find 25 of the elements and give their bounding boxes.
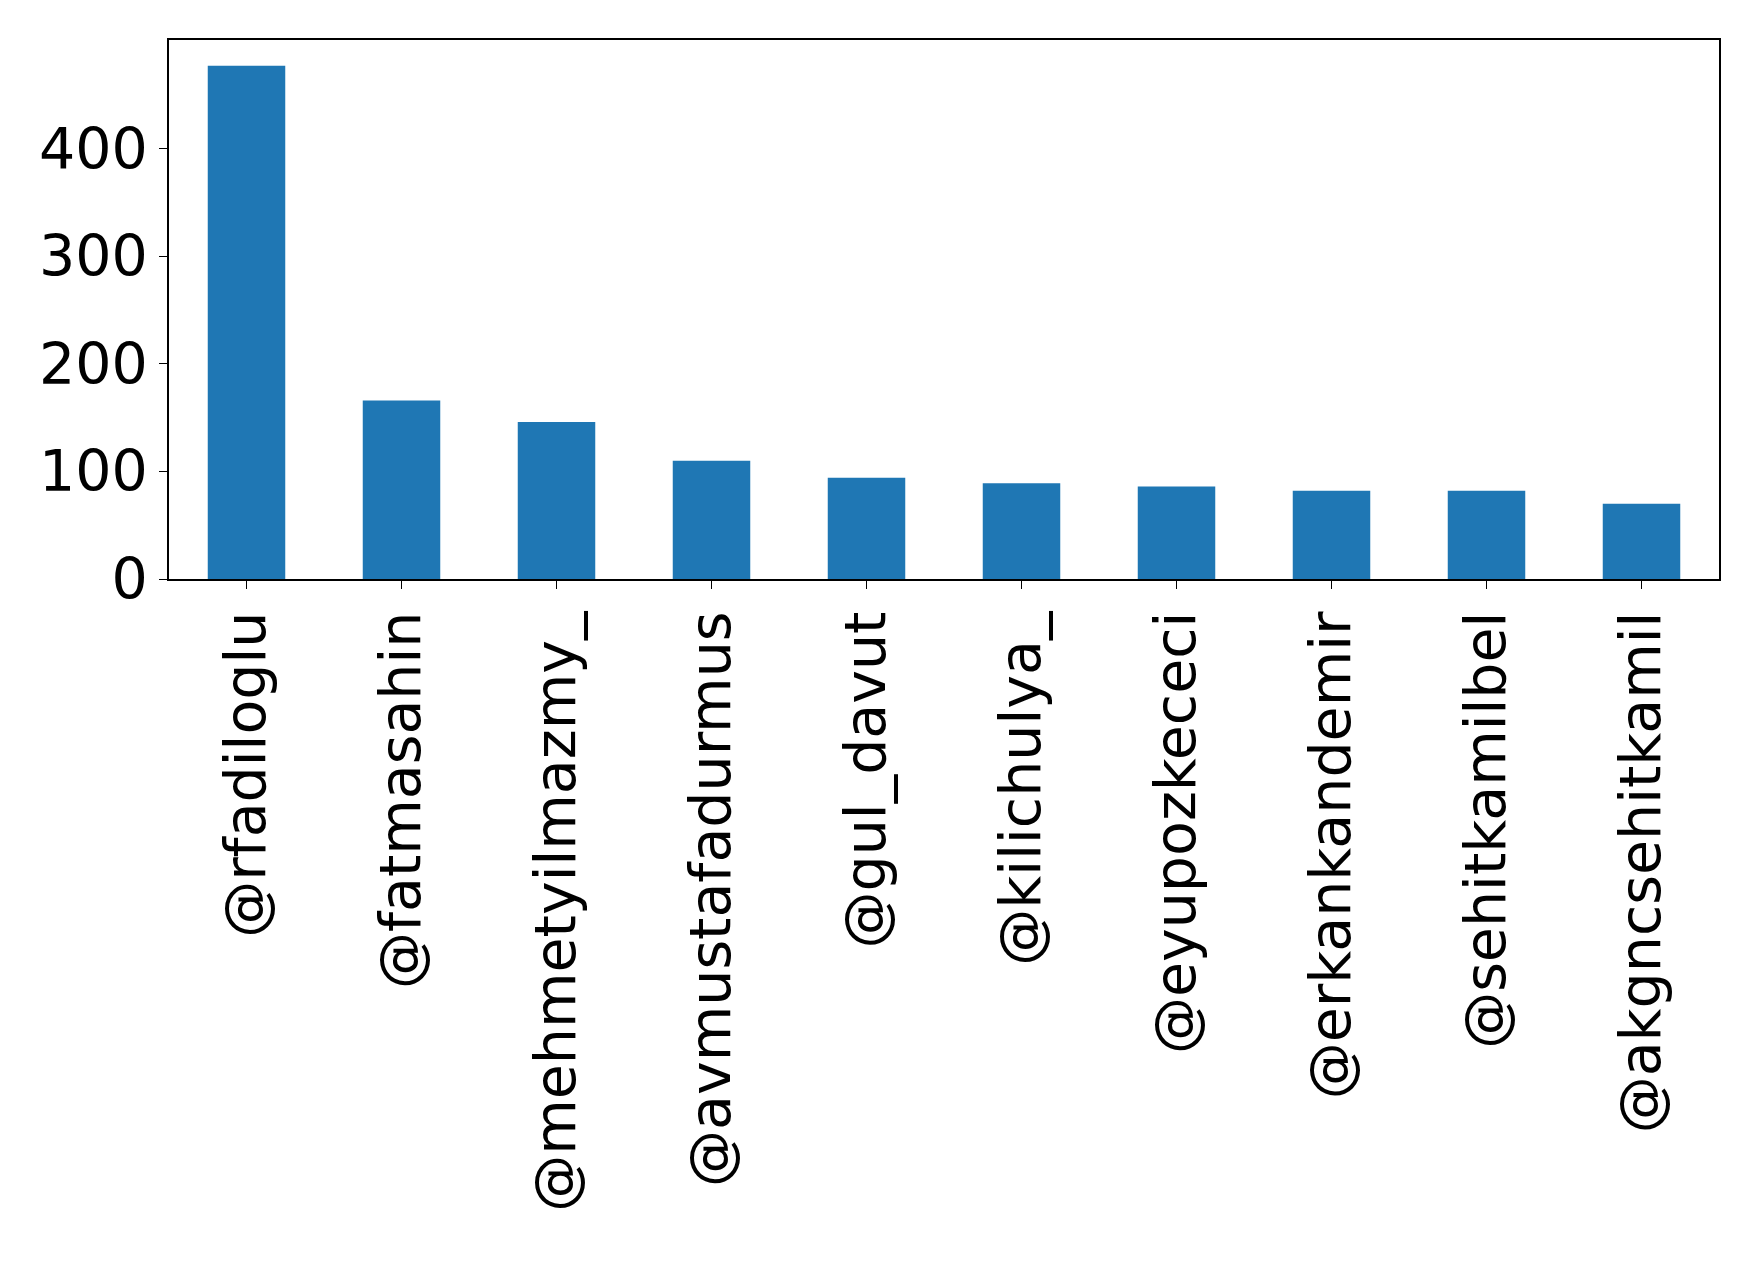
bar xyxy=(1602,503,1681,579)
x-tick-label: @fatmasahin xyxy=(367,611,434,990)
y-tick-label: 200 xyxy=(39,330,148,397)
x-tick-label: @erkankandemir xyxy=(1297,611,1364,1100)
x-tick-label: @kilichulya_ xyxy=(987,610,1054,966)
bar xyxy=(1292,490,1371,579)
bar xyxy=(517,421,596,579)
x-tick-label: @mehmetyilmazmy_ xyxy=(522,610,589,1212)
y-tick-label: 400 xyxy=(39,115,148,182)
bar xyxy=(982,483,1061,579)
bar xyxy=(362,400,441,579)
x-tick-label: @eyupozkececi xyxy=(1142,611,1209,1055)
x-tick-label: @akgncsehitkamil xyxy=(1607,611,1674,1134)
y-tick-label: 300 xyxy=(39,223,148,290)
bar xyxy=(827,477,906,579)
bar xyxy=(207,65,286,579)
bar xyxy=(672,460,751,579)
bar xyxy=(1447,490,1526,579)
x-tick-label: @avmustafadurmus xyxy=(677,611,744,1187)
x-tick-label: @gul_davut xyxy=(832,611,899,949)
bar xyxy=(1137,486,1216,579)
x-tick-label: @rfadiloglu xyxy=(212,611,279,938)
x-tick-label: @sehitkamilbel xyxy=(1452,611,1519,1049)
y-tick-label: 100 xyxy=(39,438,148,505)
y-tick-label: 0 xyxy=(111,545,148,612)
